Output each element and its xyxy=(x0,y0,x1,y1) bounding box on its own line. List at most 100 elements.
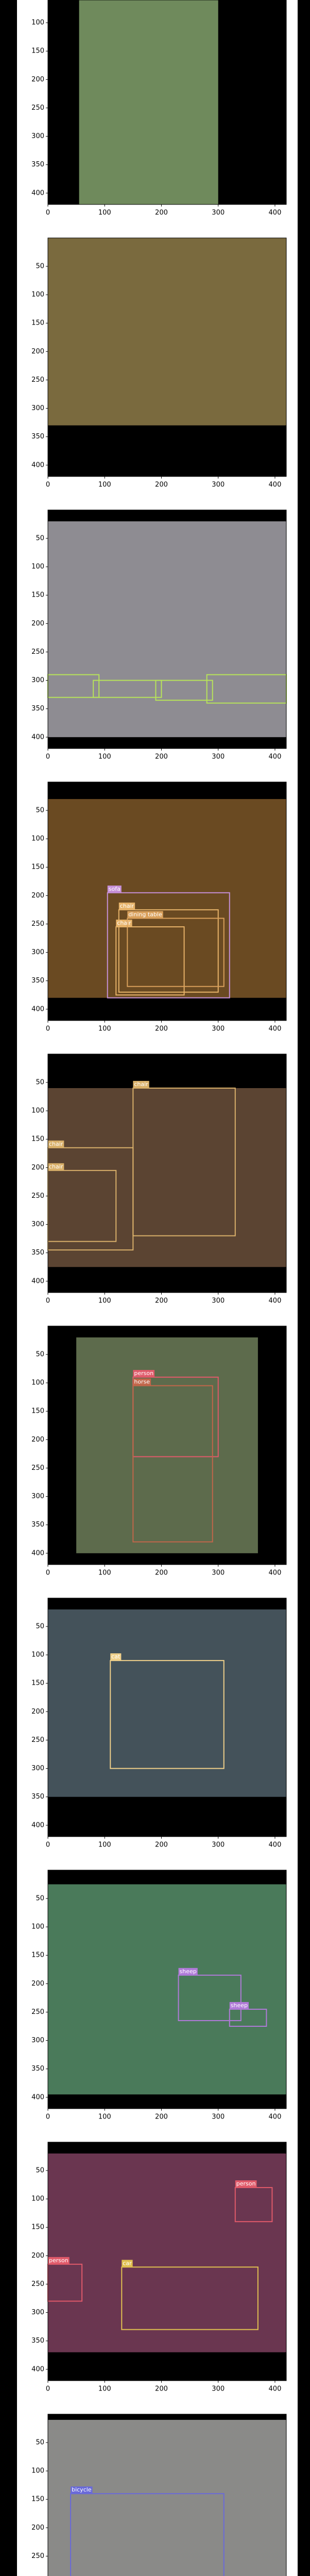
x-tick-label: 400 xyxy=(269,481,282,488)
y-tick-label: 300 xyxy=(31,1765,44,1772)
y-tick-label: 250 xyxy=(31,920,44,928)
y-tick-label: 200 xyxy=(31,620,44,628)
y-tick-label: 400 xyxy=(31,2093,44,2101)
x-tick-label: 400 xyxy=(269,209,282,216)
y-tick-label: 100 xyxy=(31,563,44,571)
y-tick-label: 100 xyxy=(31,1651,44,1659)
x-tick-label: 200 xyxy=(155,1841,168,1849)
y-tick-label: 150 xyxy=(31,1680,44,1687)
detection-box xyxy=(155,680,213,701)
axes-frame xyxy=(47,1054,287,1293)
y-tick-label: 400 xyxy=(31,1005,44,1013)
y-tick-label: 50 xyxy=(36,1622,44,1630)
box-label: bicycle xyxy=(72,2486,92,2493)
y-tick-label: 350 xyxy=(31,1793,44,1801)
photo xyxy=(79,0,218,205)
y-tick-label: 250 xyxy=(31,1736,44,1744)
y-tick-label: 350 xyxy=(31,161,44,168)
x-tick-label: 100 xyxy=(98,753,111,760)
y-tick-label: 150 xyxy=(31,1952,44,1959)
y-tick-label: 50 xyxy=(36,2166,44,2174)
x-tick-label: 100 xyxy=(98,1297,111,1304)
x-tick-label: 400 xyxy=(269,753,282,760)
box-label-bg xyxy=(122,2260,133,2267)
y-tick-label: 200 xyxy=(31,1164,44,1172)
y-tick-label: 150 xyxy=(31,1136,44,1143)
x-tick-label: 100 xyxy=(98,1569,111,1577)
detection-box xyxy=(93,680,162,698)
box-label: car xyxy=(123,2260,132,2266)
y-tick-label: 150 xyxy=(31,1408,44,1415)
x-tick-label: 300 xyxy=(212,2385,225,2393)
axes-frame xyxy=(47,0,287,205)
x-tick-label: 100 xyxy=(98,209,111,216)
y-tick-label: 300 xyxy=(31,2309,44,2316)
y-tick-label: 100 xyxy=(31,19,44,27)
y-tick-label: 400 xyxy=(31,461,44,469)
box-label-bg xyxy=(133,1081,149,1088)
x-tick-label: 300 xyxy=(212,481,225,488)
x-tick-label: 100 xyxy=(98,2113,111,2121)
box-label-bg xyxy=(71,2486,93,2494)
box-label-bg xyxy=(48,1163,64,1171)
y-tick-label: 50 xyxy=(36,1894,44,1902)
x-tick-label: 0 xyxy=(46,1297,50,1304)
y-tick-label: 400 xyxy=(31,1277,44,1285)
photo xyxy=(48,799,286,998)
detection-box xyxy=(118,909,219,993)
y-tick-label: 400 xyxy=(31,733,44,741)
x-tick-label: 100 xyxy=(98,1025,111,1032)
box-label: horse xyxy=(134,1379,150,1385)
axes-frame xyxy=(47,1870,287,2109)
x-tick-label: 400 xyxy=(269,1297,282,1304)
axes-frame xyxy=(47,1326,287,1565)
y-tick-label: 350 xyxy=(31,977,44,985)
x-tick-label: 200 xyxy=(155,1297,168,1304)
x-tick-label: 200 xyxy=(155,1025,168,1032)
x-tick-label: 0 xyxy=(46,753,50,760)
box-label: sofa xyxy=(109,886,120,892)
x-tick-label: 100 xyxy=(98,2385,111,2393)
y-tick-label: 300 xyxy=(31,404,44,412)
x-tick-label: 300 xyxy=(212,2113,225,2121)
x-tick-label: 200 xyxy=(155,2113,168,2121)
y-tick-label: 150 xyxy=(31,319,44,327)
y-tick-label: 250 xyxy=(31,1192,44,1200)
y-tick-label: 300 xyxy=(31,676,44,684)
y-tick-label: 200 xyxy=(31,1708,44,1716)
y-tick-label: 50 xyxy=(36,806,44,814)
x-tick-label: 400 xyxy=(269,2113,282,2121)
box-label-bg xyxy=(48,1140,64,1148)
x-tick-label: 400 xyxy=(269,1025,282,1032)
y-tick-label: 200 xyxy=(31,76,44,83)
y-tick-label: 300 xyxy=(31,1493,44,1500)
box-label-bg xyxy=(118,902,135,910)
x-tick-label: 100 xyxy=(98,481,111,488)
x-tick-label: 0 xyxy=(46,2385,50,2393)
box-label: person xyxy=(49,2257,68,2264)
x-tick-label: 200 xyxy=(155,2385,168,2393)
detection-box xyxy=(178,1974,242,2021)
axes-frame xyxy=(47,2414,287,2576)
photo xyxy=(48,238,286,426)
detection-box xyxy=(132,1385,213,1543)
box-label: chair xyxy=(117,920,131,926)
box-label: chair xyxy=(49,1141,63,1147)
detection-box xyxy=(121,2266,259,2330)
box-label-bg xyxy=(116,919,132,927)
y-tick-label: 350 xyxy=(31,705,44,713)
box-label: sheep xyxy=(231,2002,248,2009)
x-tick-label: 200 xyxy=(155,753,168,760)
y-tick-label: 350 xyxy=(31,2065,44,2073)
y-tick-label: 200 xyxy=(31,2524,44,2532)
y-tick-label: 350 xyxy=(31,1521,44,1529)
x-tick-label: 300 xyxy=(212,1569,225,1577)
y-tick-label: 100 xyxy=(31,1923,44,1931)
y-tick-label: 50 xyxy=(36,2438,44,2446)
axes-frame xyxy=(47,2142,287,2381)
box-label: chair xyxy=(120,903,134,909)
y-tick-label: 350 xyxy=(31,433,44,440)
x-tick-label: 300 xyxy=(212,1841,225,1849)
photo xyxy=(48,1088,286,1267)
